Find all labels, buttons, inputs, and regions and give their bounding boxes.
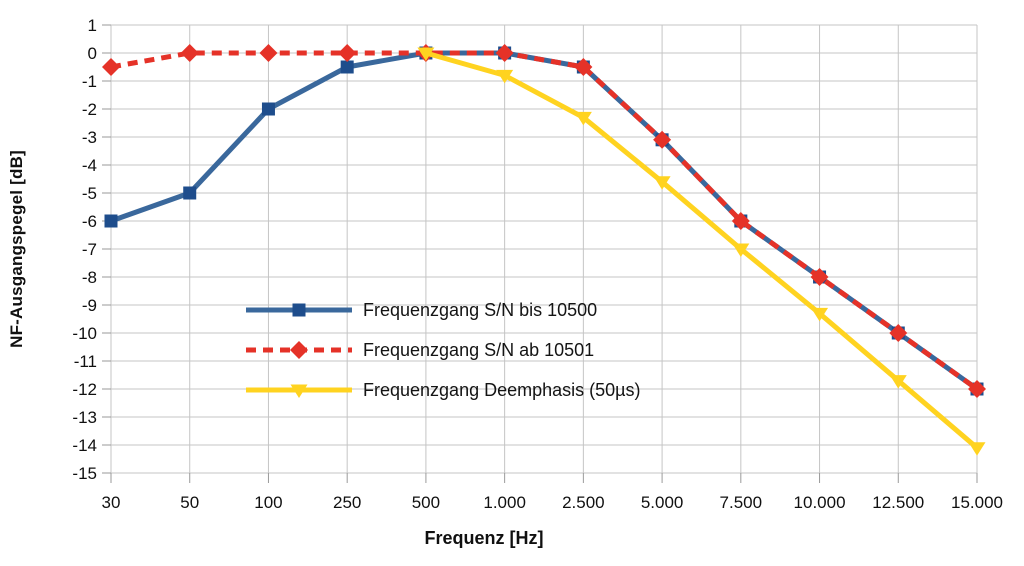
y-tick-label: -8 [82,268,97,287]
x-tick-label: 100 [254,493,282,512]
series-2 [417,47,986,456]
x-tick-label: 7.500 [720,493,763,512]
x-tick-label: 15.000 [951,493,1003,512]
x-tick-label: 2.500 [562,493,605,512]
legend-sample-line-triangle [246,384,352,398]
y-tick-label: -11 [74,352,97,371]
y-tick-label: 0 [88,44,97,63]
y-tick-label: -13 [72,408,97,427]
axis-tick-labels: 1 0 -1 -2 -3 -4 -5 -6 -7 -8 -9 -10 -11 -12 -13 -14 -15 30… [72,16,1003,512]
legend-label-sn-ab-10501: Frequenzgang S/N ab 10501 [363,340,595,360]
legend-label-deemphasis-50us: Frequenzgang Deemphasis (50µs) [363,380,641,400]
series-2-line [425,50,979,450]
y-tick-label: -7 [82,240,97,259]
x-tick-label: 500 [412,493,440,512]
x-axis-title: Frequenz [Hz] [424,528,544,548]
y-tick-label: -5 [82,184,97,203]
y-axis-title: NF-Ausgangspegel [dB] [7,150,26,348]
x-tick-label: 250 [333,493,361,512]
x-tick-label: 10.000 [794,493,846,512]
series-1-line [110,50,979,392]
y-tick-label: -9 [82,296,97,315]
legend-item-sn-bis-10500: Frequenzgang S/N bis 10500 [245,301,641,319]
legend-label-sn-bis-10500: Frequenzgang S/N bis 10500 [363,300,598,320]
x-tick-label: 5.000 [641,493,684,512]
x-tick-label: 12.500 [872,493,924,512]
y-tick-label: -15 [72,464,97,483]
y-tick-label: -12 [72,380,97,399]
x-tick-label: 30 [102,493,121,512]
y-tick-label: -4 [82,156,97,175]
legend: Frequenzgang S/N bis 10500 Frequenzgang … [245,301,641,421]
x-tick-label: 1.000 [483,493,526,512]
legend-item-sn-ab-10501: Frequenzgang S/N ab 10501 [245,341,641,359]
y-tick-label: -6 [82,212,97,231]
legend-sample-dashed-diamond [246,341,352,359]
y-tick-label: -1 [82,72,97,91]
axis-ticks [102,24,978,483]
legend-item-deemphasis-50us: Frequenzgang Deemphasis (50µs) [245,381,641,399]
x-tick-label: 50 [180,493,199,512]
y-tick-label: -14 [72,436,97,455]
y-tick-label: -10 [72,324,97,343]
y-tick-label: -2 [82,100,97,119]
y-tick-label: 1 [88,16,97,35]
legend-sample-line-square [246,303,352,317]
y-tick-label: -3 [82,128,97,147]
